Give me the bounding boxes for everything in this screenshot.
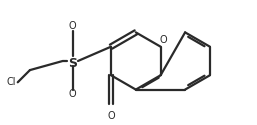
Text: Cl: Cl xyxy=(7,77,16,87)
Text: O: O xyxy=(69,21,76,31)
Text: O: O xyxy=(107,111,115,121)
Text: S: S xyxy=(68,57,77,70)
Text: O: O xyxy=(69,90,76,100)
Text: O: O xyxy=(160,35,167,45)
